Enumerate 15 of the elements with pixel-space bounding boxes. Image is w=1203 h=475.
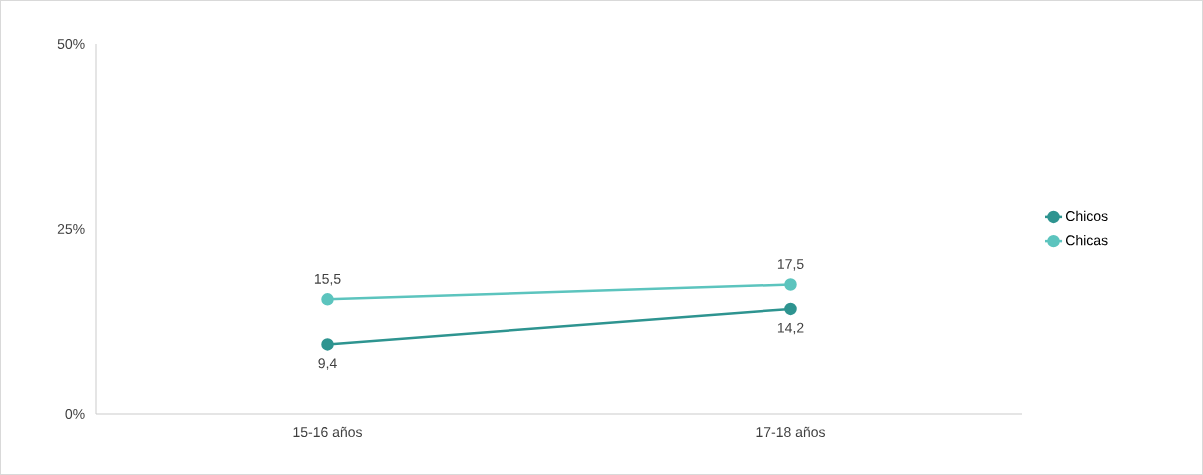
data-label: 9,4 (318, 358, 337, 370)
data-label: 15,5 (314, 274, 341, 286)
point (321, 338, 334, 351)
y-tick-label: 0% (65, 409, 85, 419)
x-tick-label: 17-18 años (756, 426, 825, 438)
data-label: 14,2 (777, 322, 804, 335)
legend-label: Chicas (1066, 235, 1108, 246)
point (321, 293, 334, 306)
y-tick-label: 25% (57, 224, 85, 234)
point (784, 278, 797, 291)
x-tick-label: 15-16 años (293, 426, 362, 438)
y-tick-label: 50% (57, 39, 85, 49)
data-label: 17,5 (777, 259, 804, 271)
legend-label: Chicos (1066, 210, 1108, 222)
point (784, 302, 797, 316)
